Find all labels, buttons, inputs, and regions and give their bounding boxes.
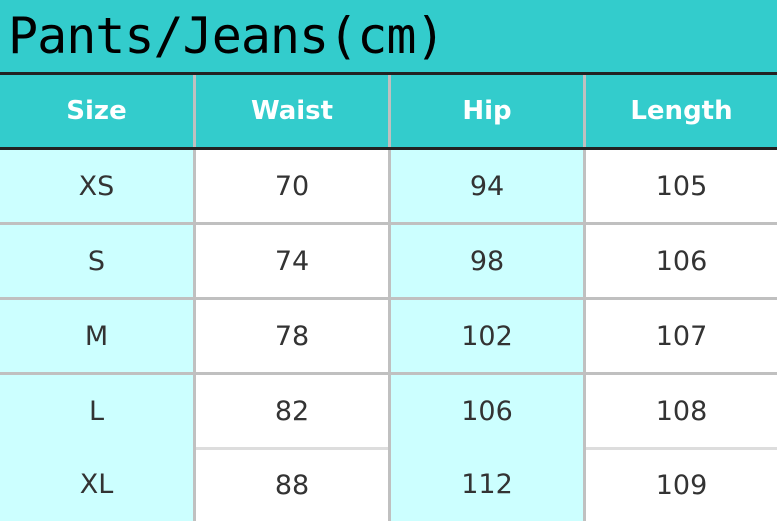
table-cell: 105 — [586, 150, 777, 222]
table-cell: 82 — [196, 375, 388, 447]
table-cell: 106 — [586, 225, 777, 297]
table-cell: 88 — [196, 450, 388, 521]
table-cell: 102 — [391, 300, 583, 372]
table-cell: L — [0, 375, 193, 448]
table-cell: 107 — [586, 300, 777, 372]
table-cell: M — [0, 300, 193, 372]
table-cell: XS — [0, 150, 193, 222]
table-cell: XL — [0, 448, 193, 521]
table-cell: 98 — [391, 225, 583, 297]
row-divider — [196, 447, 388, 450]
divider — [0, 147, 777, 150]
table-cell: 94 — [391, 150, 583, 222]
row-divider — [586, 447, 777, 450]
table-cell: 112 — [391, 448, 583, 521]
title-band: Pants/Jeans(cm) — [0, 0, 777, 72]
table-cell: 109 — [586, 450, 777, 521]
table-cell: 78 — [196, 300, 388, 372]
table-cell: S — [0, 225, 193, 297]
column-header-size: Size — [0, 75, 193, 147]
chart-title: Pants/Jeans(cm) — [8, 7, 446, 65]
column-header-waist: Waist — [196, 75, 388, 147]
table-cell: 70 — [196, 150, 388, 222]
table-cell: 74 — [196, 225, 388, 297]
table-cell: 108 — [586, 375, 777, 447]
column-header-length: Length — [586, 75, 777, 147]
divider — [0, 72, 777, 75]
column-header-hip: Hip — [391, 75, 583, 147]
table-cell: 106 — [391, 375, 583, 448]
